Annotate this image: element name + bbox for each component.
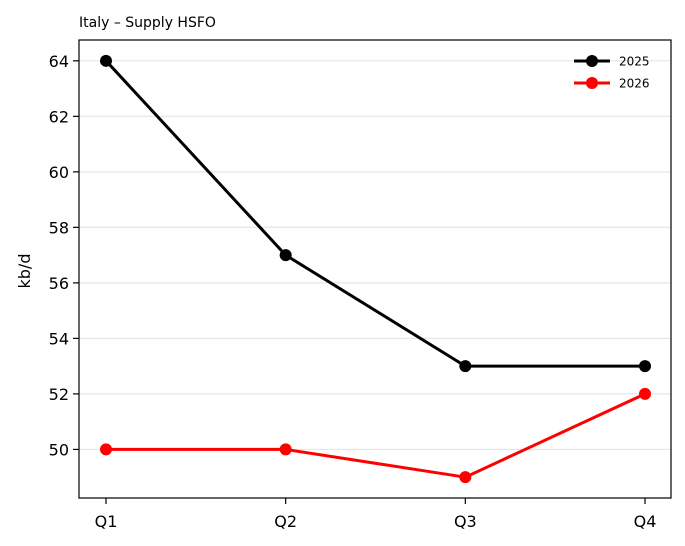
- data-point: [639, 387, 651, 400]
- data-point: [100, 54, 112, 67]
- data-point: [100, 443, 112, 456]
- series-2025: [100, 54, 651, 373]
- y-tick-label: 60: [49, 163, 69, 182]
- chart-title: Italy – Supply HSFO: [79, 15, 216, 31]
- legend-swatch-marker: [586, 55, 598, 67]
- x-tick-label: Q3: [454, 512, 477, 531]
- series-2026: [100, 387, 651, 484]
- y-axis-label: kb/d: [15, 254, 34, 289]
- data-series: [100, 54, 651, 484]
- legend-label: 2026: [619, 77, 650, 91]
- y-tick-label: 58: [49, 218, 69, 237]
- data-point: [639, 360, 651, 373]
- y-axis: 50 52 54 56 58 60 62 64: [49, 52, 79, 459]
- y-tick-label: 62: [49, 107, 69, 126]
- x-tick-label: Q4: [634, 512, 657, 531]
- y-tick-label: 52: [49, 385, 69, 404]
- y-tick-label: 54: [49, 329, 69, 348]
- legend: 2025 2026: [574, 55, 650, 91]
- x-tick-label: Q1: [95, 512, 118, 531]
- y-tick-label: 64: [49, 52, 69, 71]
- x-tick-label: Q2: [274, 512, 297, 531]
- series-line: [104, 392, 647, 479]
- y-tick-label: 56: [49, 274, 69, 293]
- data-point: [459, 360, 472, 373]
- plot-frame: [78, 39, 672, 499]
- data-point: [459, 471, 472, 484]
- x-axis: Q1 Q2 Q3 Q4: [95, 498, 657, 531]
- data-point: [279, 443, 292, 456]
- legend-swatch-marker: [586, 77, 598, 89]
- legend-label: 2025: [619, 55, 650, 69]
- series-line: [104, 59, 647, 368]
- data-point: [279, 249, 292, 262]
- y-tick-label: 50: [49, 440, 69, 459]
